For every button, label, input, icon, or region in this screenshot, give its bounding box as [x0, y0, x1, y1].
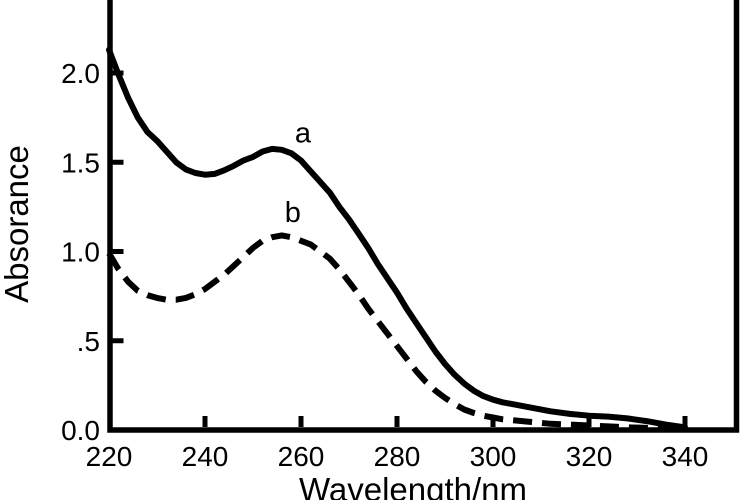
- x-tick-label: 240: [182, 441, 229, 472]
- axis-ticks: [112, 70, 688, 427]
- curve-label-a: a: [295, 118, 312, 150]
- spectra-curves: [106, 46, 688, 432]
- x-axis-title: Wavelength/nm: [299, 471, 527, 500]
- axes-frame: [107, 0, 740, 433]
- x-tick-label: 300: [470, 441, 517, 472]
- curve-b: [106, 232, 686, 432]
- x-tick-label: 220: [86, 441, 133, 472]
- plot-frame: [107, 0, 740, 433]
- y-tick-label: 0.0: [61, 415, 100, 446]
- x-tick-label: 260: [278, 441, 325, 472]
- y-axis-title: Absorance: [0, 145, 35, 303]
- y-tick-label: .5: [77, 326, 100, 357]
- curve-annotations: ab: [285, 118, 312, 229]
- y-tick-label: 1.0: [61, 237, 100, 268]
- y-tick-label: 1.5: [61, 147, 100, 178]
- curve-label-b: b: [285, 197, 301, 229]
- x-tick-label: 320: [566, 441, 613, 472]
- x-tick-label: 340: [662, 441, 709, 472]
- x-tick-label: 280: [374, 441, 421, 472]
- axis-tick-labels: 220 240 260 280 300 320 340 0.0 .5 1.0 1.5 2.0: [61, 58, 708, 472]
- curve-a: [106, 46, 688, 431]
- y-tick-label: 2.0: [61, 58, 100, 89]
